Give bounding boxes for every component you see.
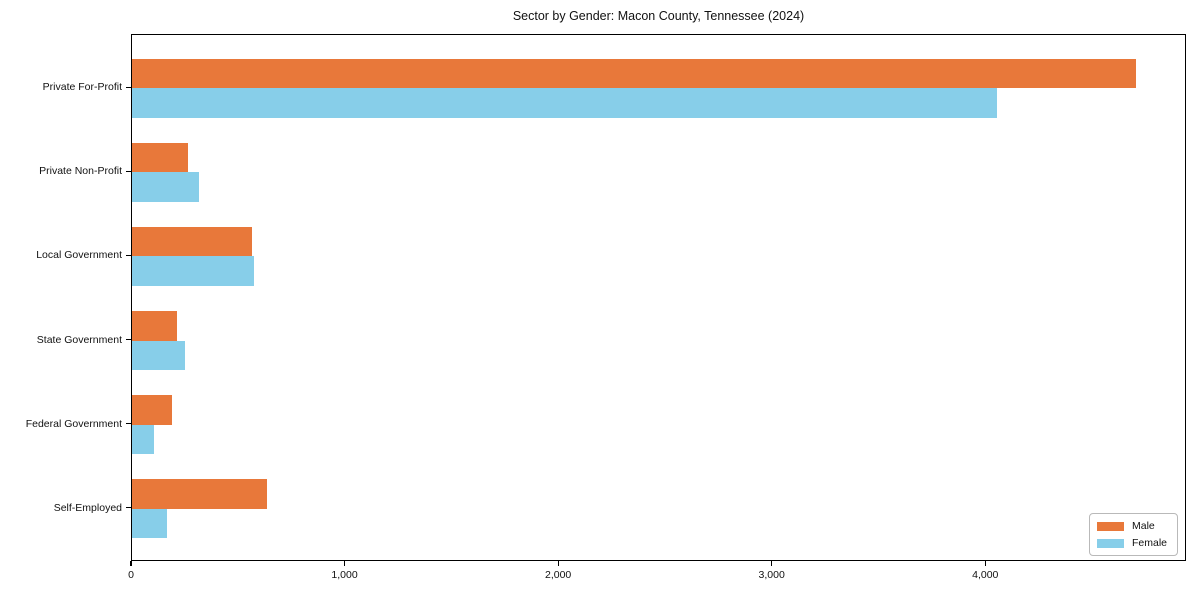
- y-axis-tick: [126, 507, 131, 509]
- x-tick-label-0: 0: [128, 569, 134, 581]
- y-axis-tick: [126, 422, 131, 425]
- x-tick-label-1-000: 1,000: [331, 569, 358, 581]
- bar-male-private-for-profit: [132, 58, 1136, 89]
- bar-female-federal-government: [132, 424, 155, 454]
- legend-swatch-male: [1096, 521, 1124, 531]
- bar-female-private-non-profit: [132, 172, 200, 202]
- y-tick-label-self-employed: Self-Employed: [53, 501, 122, 514]
- legend-swatch-female: [1096, 538, 1124, 548]
- x-tick-label-3-000: 3,000: [758, 569, 785, 581]
- x-axis-tick: [557, 561, 559, 566]
- y-tick-label-state-government: State Government: [36, 333, 122, 346]
- y-axis-tick: [126, 338, 131, 341]
- x-axis-tick: [130, 561, 132, 566]
- y-axis-tick: [126, 170, 131, 172]
- bar-male-self-employed: [132, 479, 267, 509]
- legend-item-female: Female: [1096, 537, 1167, 549]
- x-axis-tick: [343, 561, 346, 566]
- legend-item-male: Male: [1096, 520, 1167, 532]
- plot-area: [131, 34, 1186, 561]
- y-axis-tick: [126, 86, 131, 88]
- bar-female-private-for-profit: [132, 88, 997, 118]
- bar-male-state-government: [132, 311, 177, 341]
- y-tick-label-federal-government: Federal Government: [25, 417, 122, 430]
- x-axis-tick: [984, 561, 986, 566]
- bar-male-private-non-profit: [132, 143, 188, 173]
- x-tick-label-2-000: 2,000: [544, 569, 572, 581]
- bar-male-local-government: [132, 227, 252, 257]
- bar-female-local-government: [132, 256, 254, 286]
- y-tick-label-private-non-profit: Private Non-Profit: [39, 165, 122, 178]
- y-tick-label-private-for-profit: Private For-Profit: [42, 81, 122, 94]
- bar-female-state-government: [132, 340, 186, 370]
- x-tick-label-4-000: 4,000: [972, 569, 999, 581]
- legend: Male Female: [1088, 513, 1178, 556]
- legend-label-male: Male: [1131, 520, 1155, 532]
- chart-title: Sector by Gender: Macon County, Tennesse…: [512, 9, 805, 23]
- legend-label-female: Female: [1131, 537, 1167, 549]
- x-axis-tick: [771, 561, 773, 566]
- bar-male-federal-government: [132, 395, 172, 425]
- bar-female-self-employed: [132, 508, 168, 539]
- y-tick-label-local-government: Local Government: [36, 249, 122, 262]
- y-axis-tick: [126, 254, 131, 257]
